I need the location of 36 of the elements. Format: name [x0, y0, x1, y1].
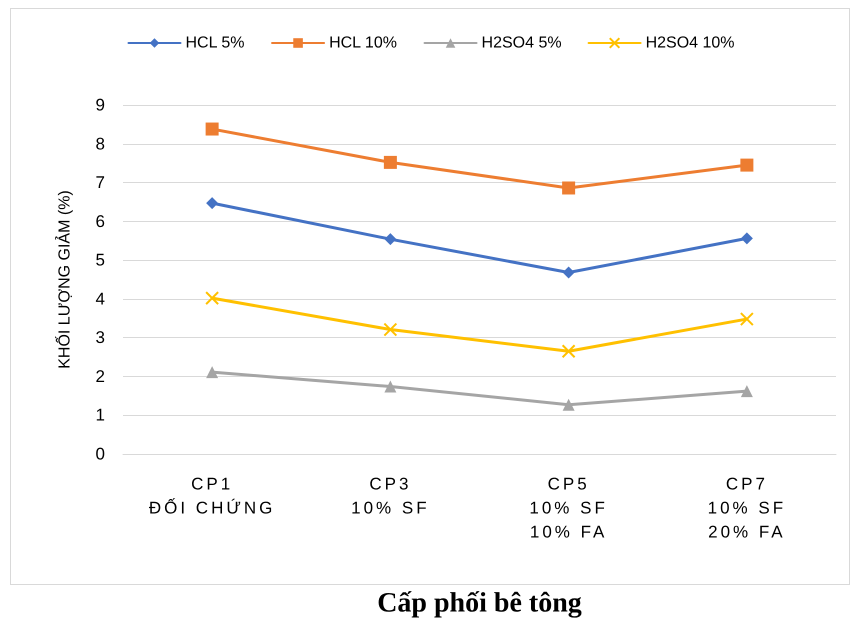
- point: [384, 156, 397, 169]
- point: [206, 366, 218, 378]
- point: [562, 181, 576, 194]
- point: [206, 122, 219, 136]
- point: [740, 385, 753, 398]
- x-tick-label: CP3 10% SF: [351, 474, 430, 518]
- y-tick-label: 6: [96, 212, 105, 231]
- legend-label: H2SO4 10%: [646, 34, 735, 52]
- point: [562, 344, 576, 358]
- point: [740, 158, 754, 172]
- legend-label: HCL 5%: [185, 34, 244, 52]
- y-axis-title: KHỐI LƯỢNG GIẢM (%): [54, 190, 74, 369]
- y-tick-label: 3: [96, 328, 105, 348]
- y-tick-label: 9: [96, 96, 105, 114]
- y-tick-label: 4: [96, 289, 105, 308]
- point: [206, 197, 218, 210]
- point: [562, 398, 575, 411]
- point: [562, 266, 575, 279]
- x-tick-label: CP1 ĐỐI CHỨNG: [148, 474, 276, 518]
- point: [384, 380, 396, 393]
- y-tick-label: 1: [96, 406, 105, 425]
- point: [384, 233, 396, 246]
- x-axis-title: Cấp phối bê tông: [377, 588, 582, 618]
- point: [383, 322, 398, 337]
- x-tick-label: CP7 10% SF 20% FA: [708, 474, 786, 542]
- y-tick-label: 0: [96, 444, 105, 464]
- point: [205, 291, 220, 306]
- point: [740, 232, 753, 244]
- y-tick-label: 2: [96, 366, 105, 386]
- y-tick-label: 8: [96, 134, 105, 154]
- x-tick-label: CP5 10% SF 10% FA: [529, 474, 608, 542]
- legend-label: H2SO4 5%: [482, 34, 562, 52]
- legend-label: HCL 10%: [329, 34, 397, 52]
- y-tick-label: 5: [96, 250, 105, 270]
- y-tick-label: 7: [96, 173, 105, 192]
- point: [740, 312, 754, 326]
